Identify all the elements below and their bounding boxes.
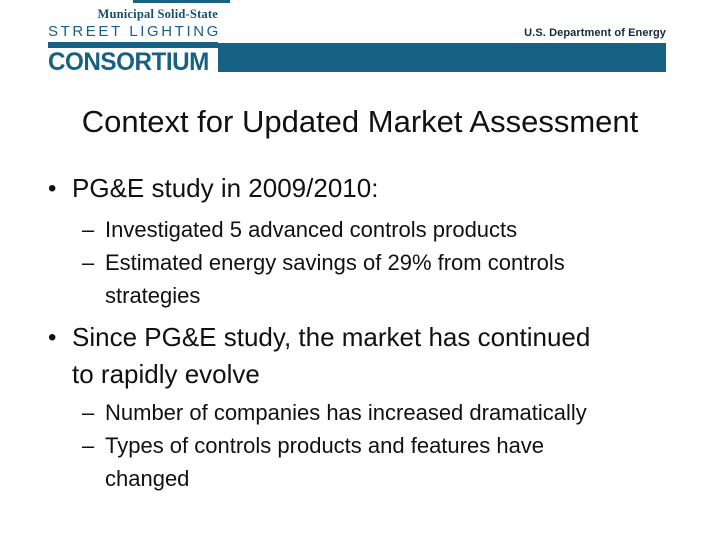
bullet-text: PG&E study in 2009/2010: bbox=[72, 173, 379, 203]
sub-bullet-item: – Types of controls products and feature… bbox=[48, 429, 688, 495]
dash-marker: – bbox=[82, 250, 95, 275]
dash-marker: – bbox=[82, 400, 95, 425]
logo-divider-bar bbox=[48, 42, 218, 48]
logo-top-strip bbox=[133, 0, 230, 3]
sub-bullet-text: Investigated 5 advanced controls product… bbox=[105, 217, 518, 242]
bullet-item: • Since PG&E study, the market has conti… bbox=[48, 319, 688, 393]
slide-body: • PG&E study in 2009/2010: – Investigate… bbox=[48, 170, 688, 495]
page-title: Context for Updated Market Assessment bbox=[81, 104, 639, 139]
sub-bullet-item: – Estimated energy savings of 29% from c… bbox=[48, 246, 688, 312]
bullet-text: Since PG&E study, the market has continu… bbox=[72, 322, 591, 389]
bullet-marker: • bbox=[48, 175, 57, 202]
sub-bullet-text: Types of controls products and features … bbox=[105, 433, 545, 491]
doe-agency-label: U.S. Department of Energy bbox=[524, 27, 666, 39]
logo-text-street-lighting: STREET LIGHTING bbox=[48, 23, 221, 40]
logo-text-municipal: Municipal Solid-State bbox=[97, 7, 218, 21]
sub-bullet-text: Estimated energy savings of 29% from con… bbox=[105, 250, 565, 308]
bullet-marker: • bbox=[48, 324, 57, 351]
sub-bullet-text: Number of companies has increased dramat… bbox=[105, 400, 587, 425]
dash-marker: – bbox=[82, 217, 95, 242]
bullet-item: • PG&E study in 2009/2010: bbox=[48, 170, 688, 207]
consortium-logo: Municipal Solid-State STREET LIGHTING CO… bbox=[48, 8, 218, 75]
sub-bullet-item: – Investigated 5 advanced controls produ… bbox=[48, 213, 688, 246]
sub-bullet-item: – Number of companies has increased dram… bbox=[48, 396, 688, 429]
header-banner-bar bbox=[218, 43, 666, 72]
logo-text-consortium: CONSORTIUM bbox=[48, 48, 209, 76]
dash-marker: – bbox=[82, 433, 95, 458]
